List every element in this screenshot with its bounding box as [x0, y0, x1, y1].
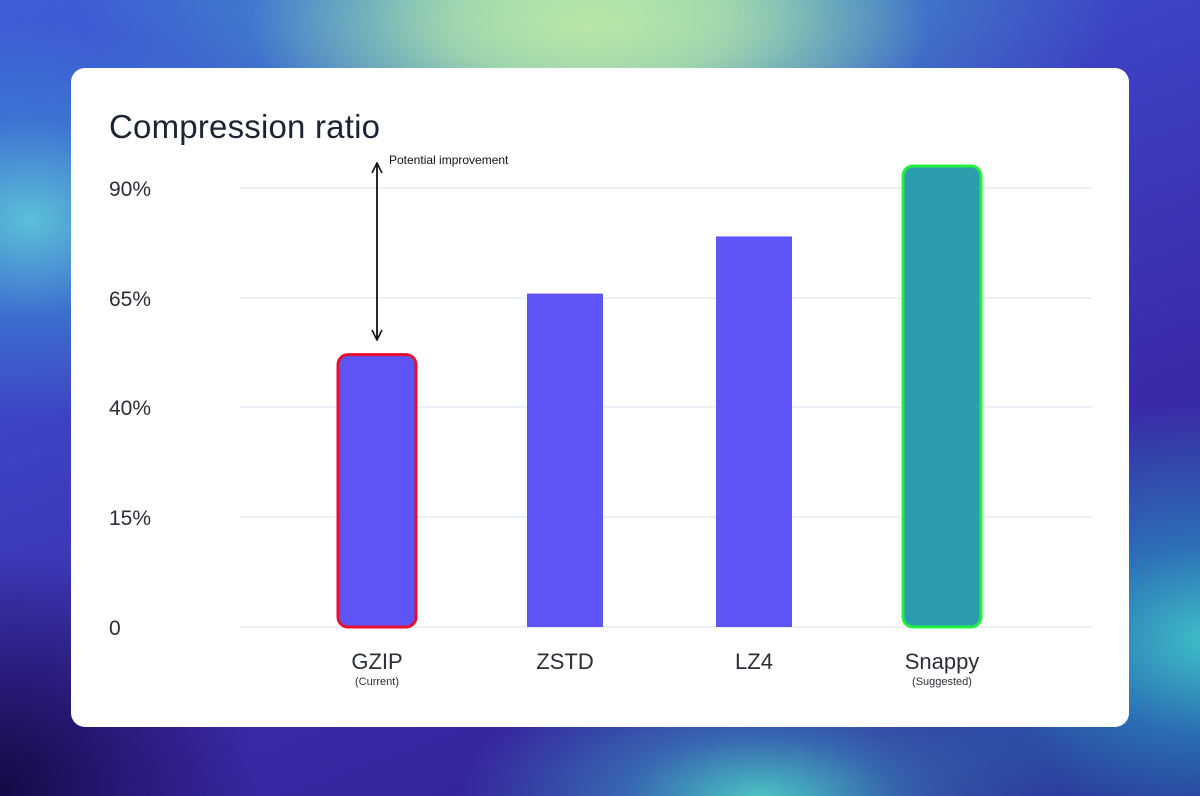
bar-snappy [901, 164, 983, 629]
x-tick-label-zstd: ZSTD [536, 649, 593, 674]
y-tick-label: 40% [109, 397, 151, 420]
x-tick-sublabel-gzip: (Current) [355, 676, 399, 688]
bar-lz4 [716, 236, 792, 627]
y-tick-label: 65% [109, 288, 151, 311]
y-tick-label: 0 [109, 617, 121, 640]
chart-title: Compression ratio [109, 108, 381, 145]
y-tick-label: 90% [109, 178, 151, 201]
bar-zstd [527, 293, 603, 627]
x-tick-sublabel-snappy: (Suggested) [912, 676, 972, 688]
x-tick-label-gzip: GZIP [351, 649, 402, 674]
annotation-label: Potential improvement [389, 153, 509, 167]
x-tick-label-lz4: LZ4 [735, 649, 773, 674]
x-tick-label-snappy: Snappy [905, 649, 980, 674]
y-tick-label: 15% [109, 507, 151, 530]
bar-gzip [336, 353, 418, 629]
